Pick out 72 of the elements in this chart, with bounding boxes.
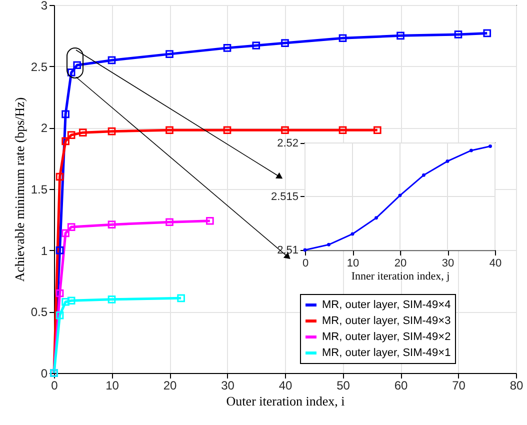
y-tick-label: 2.52 [277,138,298,150]
x-tick-label: 20 [394,258,407,270]
point [303,248,307,252]
point [56,311,64,320]
point [281,39,289,47]
point [67,131,76,139]
point [338,34,347,42]
point [67,296,76,305]
point [338,126,347,134]
point [56,289,64,298]
legend-label: MR, outer layer, SIM-49×3 [322,315,451,327]
x-tick-label: 10 [106,378,120,392]
point [166,218,174,226]
y-tick-label: 2.5 [30,60,48,74]
point [166,126,174,134]
point [422,173,426,177]
x-tick-label: 30 [221,378,235,392]
point [396,32,404,40]
x-tick-label: 20 [163,378,177,392]
point [252,42,260,50]
x-axis-title: Inner iteration index, j [351,270,450,282]
point [108,220,116,228]
y-tick-label: 2 [40,121,48,136]
x-tick-label: 10 [346,258,360,270]
y-tick-label: 0.5 [30,305,48,320]
x-axis-title: Outer iteration index, i [226,394,346,408]
point [373,126,382,134]
y-tick-label: 2.515 [270,191,298,203]
x-tick-label: 80 [510,378,524,392]
point [327,242,330,246]
point [62,229,70,238]
x-tick-label: 0 [302,258,309,270]
x-tick-label: 0 [51,378,58,392]
point [281,126,289,134]
x-tick-label: 60 [394,378,408,392]
x-tick-label: 40 [278,378,292,392]
legend-label: MR, outer layer, SIM-49×2 [322,331,451,343]
point [223,44,232,52]
legend-label: MR, outer layer, SIM-49×4 [322,299,451,311]
point [483,29,492,38]
x-tick-label: 40 [489,258,502,270]
point [56,172,64,181]
point [166,50,174,58]
x-tick-label: 50 [336,378,350,392]
point [62,298,70,306]
point [470,148,473,152]
y-tick-label: 0 [40,366,48,380]
point [350,232,354,236]
point [223,126,232,134]
point [67,223,76,231]
point [454,30,462,38]
point [56,246,64,254]
point [62,110,70,118]
point [206,216,214,225]
point [62,137,70,146]
y-tick-label: 1.5 [30,182,48,196]
y-tick-label: 3 [40,0,48,12]
point [108,295,116,304]
point [488,144,492,148]
point [177,294,185,302]
point [108,56,116,64]
point [78,128,87,136]
x-tick-label: 30 [442,258,454,270]
x-tick-label: 70 [452,378,466,392]
point [446,159,450,163]
point [374,216,378,220]
point [398,194,402,198]
legend-label: MR, outer layer, SIM-49×1 [322,347,451,359]
point [108,127,116,136]
y-tick-label: 1 [40,244,48,258]
y-axis-title: Achievable minimum rate (bps/Hz) [12,97,27,282]
point [67,68,76,76]
